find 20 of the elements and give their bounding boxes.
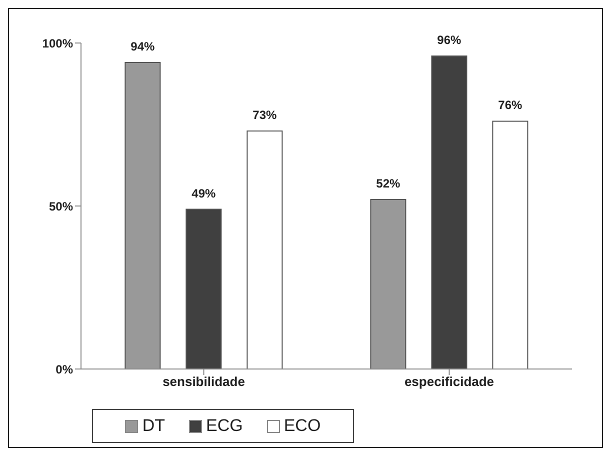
y-tick-label: 0% <box>56 362 74 376</box>
data-label: 49% <box>192 186 216 200</box>
x-tick-label: especificidade <box>404 374 494 390</box>
bar <box>492 120 528 369</box>
bar <box>370 198 406 369</box>
text: ECO <box>284 416 321 436</box>
bar <box>246 130 283 369</box>
bar <box>431 56 468 369</box>
data-label: 94% <box>130 40 156 54</box>
bar <box>186 208 222 369</box>
data-label: 73% <box>252 108 278 122</box>
bar <box>124 62 161 369</box>
x-tick-label: sensibilidade <box>162 374 245 390</box>
legend-label: DT <box>142 416 165 436</box>
data-label: 76% <box>498 98 523 112</box>
y-tick-label: 100% <box>42 36 74 50</box>
data-label: 52% <box>376 176 401 190</box>
y-tick-label: 50% <box>48 199 74 214</box>
legend-label: ECG <box>206 416 243 436</box>
data-label: 96% <box>437 33 462 48</box>
